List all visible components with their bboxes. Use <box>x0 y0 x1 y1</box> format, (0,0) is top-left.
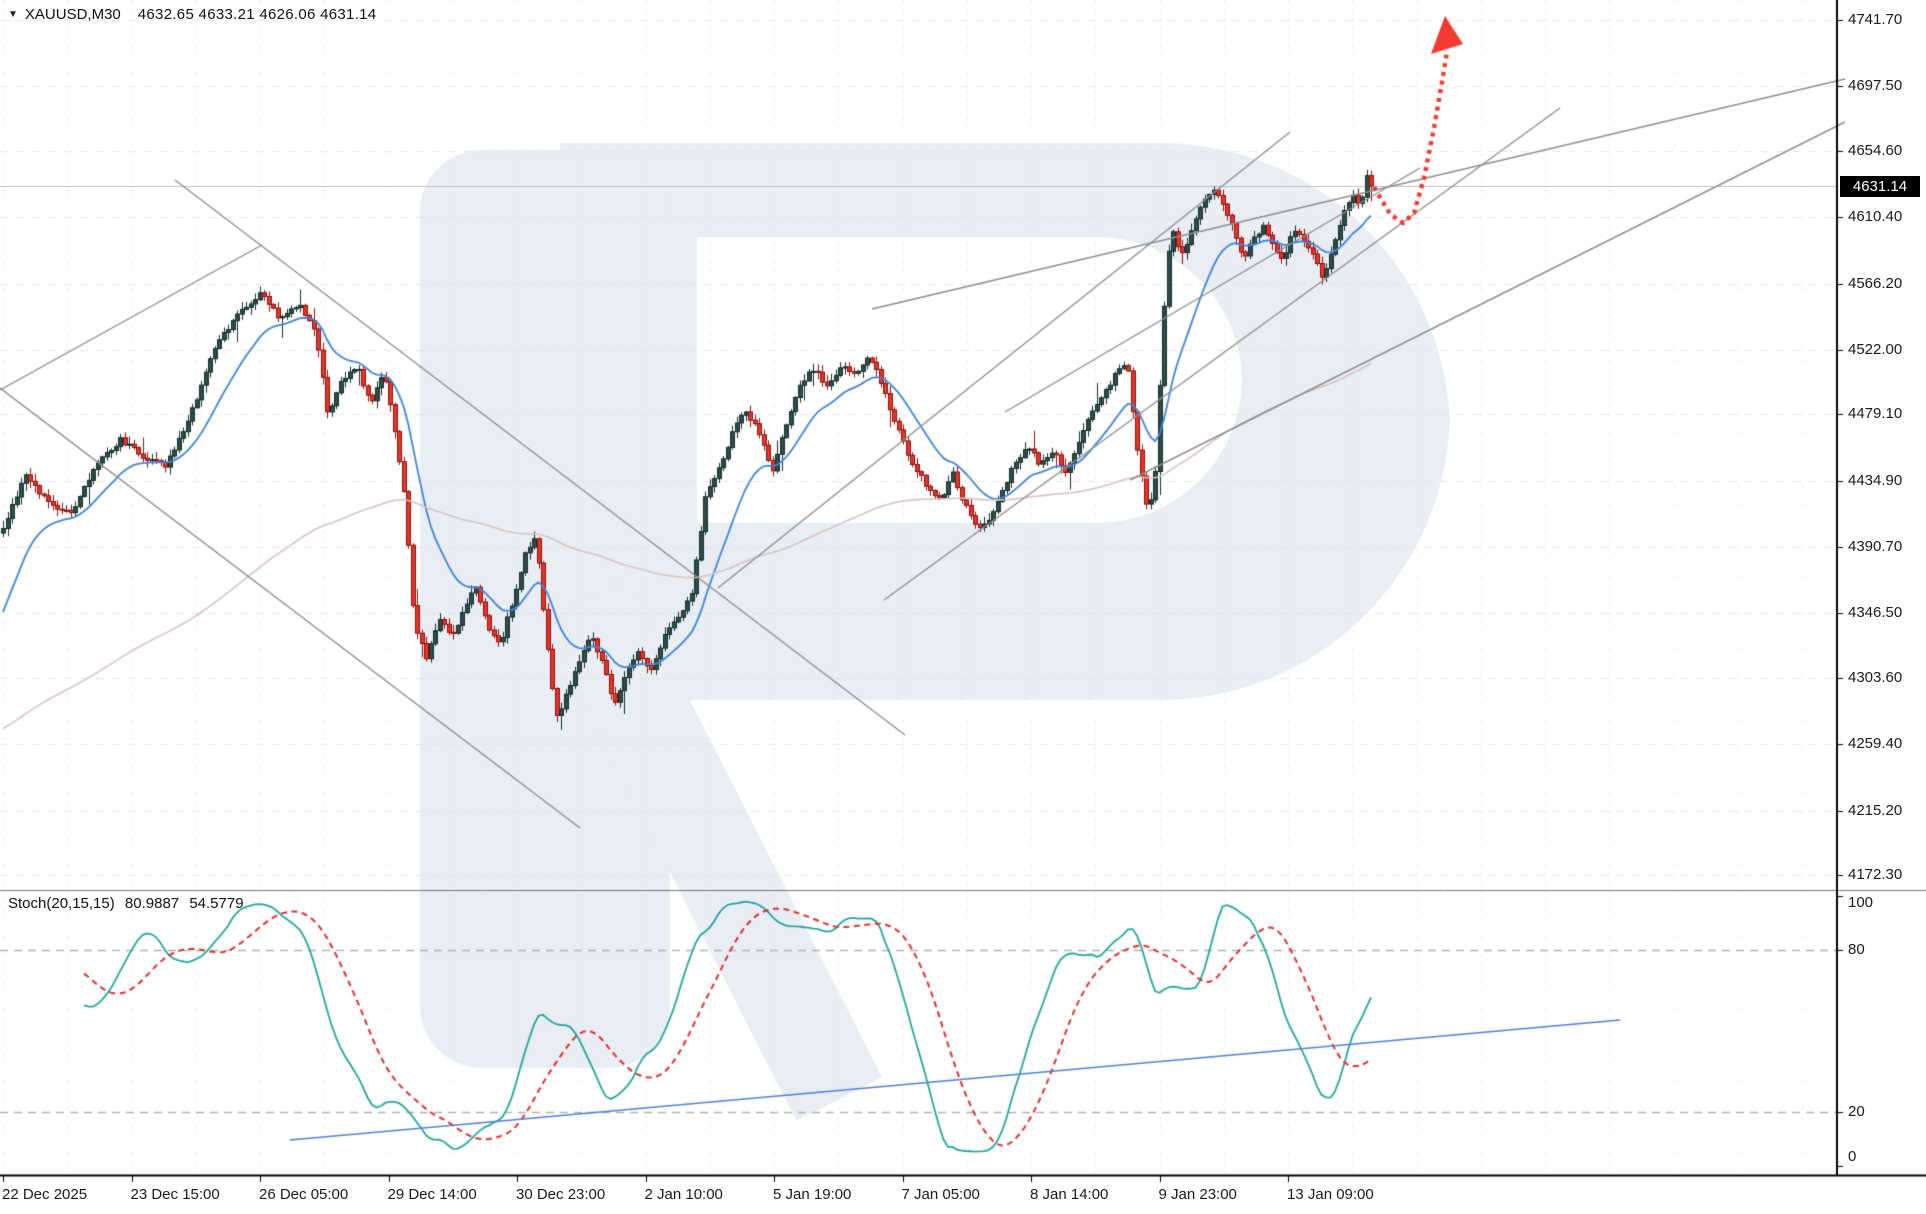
price-level-label: 4522.00 <box>1848 340 1903 358</box>
stochastic-k-value: 80.9887 <box>124 895 180 912</box>
price-level-label: 4697.50 <box>1848 77 1903 95</box>
symbol-dropdown-icon[interactable]: ▼ <box>8 9 18 20</box>
stochastic-indicator-label: Stoch(20,15,15) 80.9887 54.5779 <box>8 895 250 912</box>
time-label: 23 Dec 15:00 <box>130 1186 220 1203</box>
ohlc-values: 4632.65 4633.21 4626.06 4631.14 <box>137 6 377 23</box>
price-level-label: 4479.10 <box>1848 405 1903 423</box>
price-level-label: 4610.40 <box>1848 208 1903 226</box>
price-level-label: 4346.50 <box>1848 604 1903 622</box>
price-level-label: 4390.70 <box>1848 538 1903 556</box>
stoch-level-label: 100 <box>1848 894 1874 911</box>
price-level-label: 4259.40 <box>1848 735 1903 753</box>
price-level-label: 4215.20 <box>1848 801 1903 819</box>
time-label: 5 Jan 19:00 <box>773 1186 852 1203</box>
price-level-label: 4172.30 <box>1848 866 1903 883</box>
price-level-label: 4566.20 <box>1848 274 1903 292</box>
stoch-level-label: 0 <box>1848 1148 1857 1165</box>
symbol-timeframe-label: XAUUSD,M30 <box>24 6 121 23</box>
stochastic-d-value: 54.5779 <box>189 895 244 912</box>
time-label: 7 Jan 05:00 <box>901 1186 980 1203</box>
time-label: 9 Jan 23:00 <box>1158 1186 1237 1203</box>
price-level-label: 4434.90 <box>1848 471 1903 489</box>
time-label: 8 Jan 14:00 <box>1030 1186 1109 1203</box>
chart-title: ▼ XAUUSD,M30 4632.65 4633.21 4626.06 463… <box>8 6 376 23</box>
current-price-marker: 4631.14 <box>1840 176 1920 197</box>
stoch-level-label: 20 <box>1848 1103 1865 1120</box>
time-label: 2 Jan 10:00 <box>644 1186 723 1203</box>
stochastic-name: Stoch(20,15,15) <box>8 895 115 912</box>
time-label: 29 Dec 14:00 <box>387 1186 477 1203</box>
time-label: 22 Dec 2025 <box>2 1186 88 1203</box>
time-label: 26 Dec 05:00 <box>259 1186 349 1203</box>
price-level-label: 4303.60 <box>1848 668 1903 686</box>
time-label: 13 Jan 09:00 <box>1287 1186 1374 1203</box>
stoch-level-label: 80 <box>1848 941 1865 958</box>
price-level-label: 4741.70 <box>1848 11 1903 28</box>
price-level-label: 4654.60 <box>1848 141 1903 159</box>
time-label: 30 Dec 23:00 <box>516 1186 606 1203</box>
